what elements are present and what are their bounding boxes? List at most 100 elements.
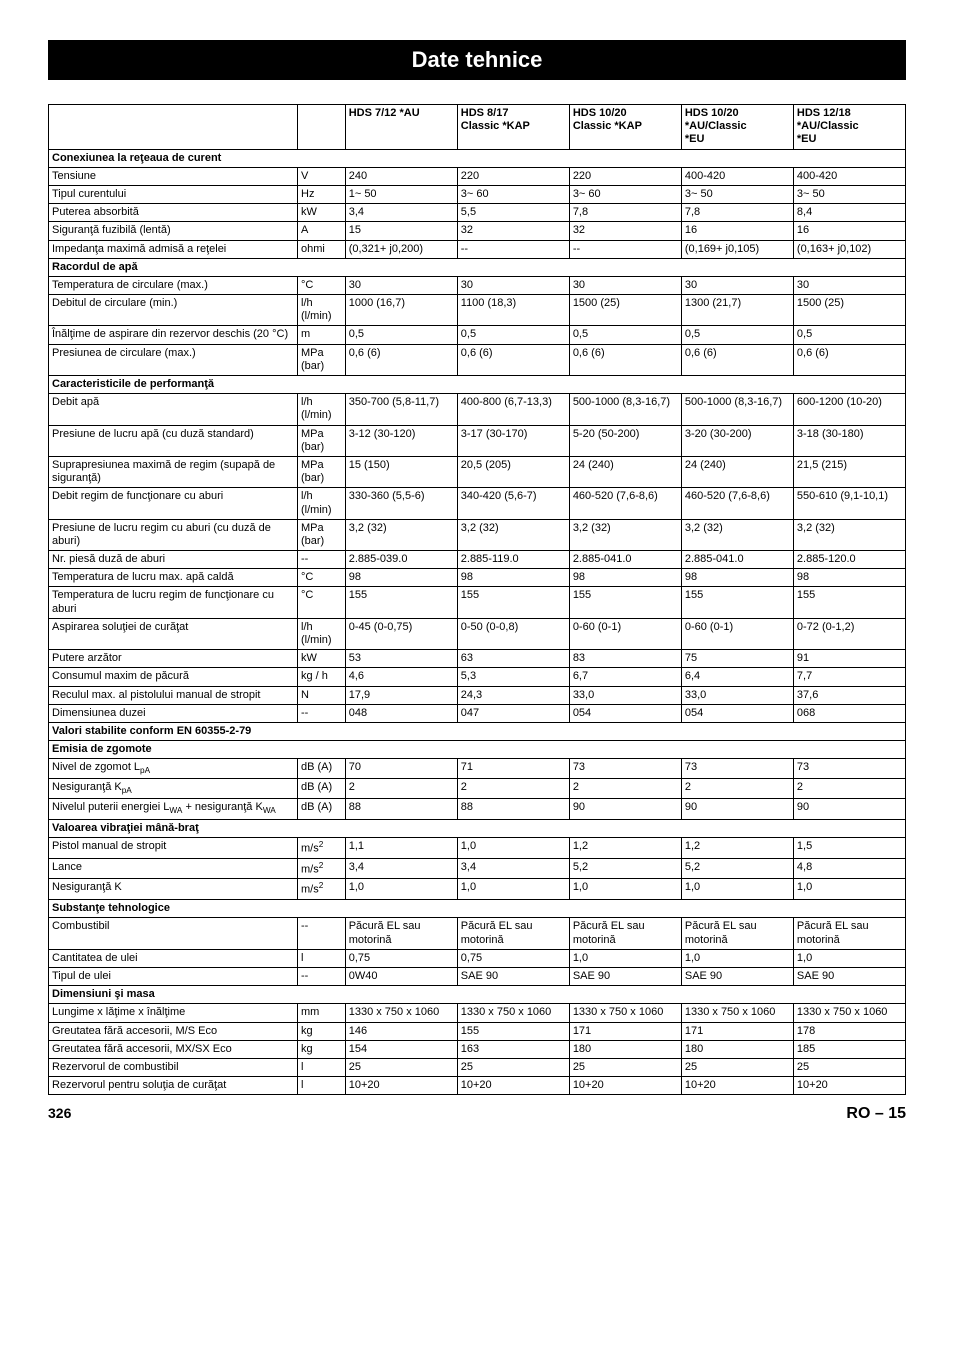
value-cell: 24,3 [457,686,569,704]
param-cell: Rezervorul de combustibil [49,1058,298,1076]
unit-cell: ohmi [298,240,346,258]
value-cell: 0,6 (6) [793,344,905,375]
value-cell: 73 [569,759,681,779]
data-row: Pistol manual de stropitm/s21,11,01,21,2… [49,837,906,858]
unit-cell: -- [298,918,346,949]
data-row: Lungime x lăţime x înălţimemm1330 x 750 … [49,1004,906,1022]
value-cell: 400-420 [793,167,905,185]
unit-cell: -- [298,551,346,569]
param-cell: Aspirarea soluţiei de curăţat [49,618,298,649]
param-cell: Debitul de circulare (min.) [49,295,298,326]
title-bar: Date tehnice [48,40,906,80]
value-cell: 460-520 (7,6-8,6) [569,488,681,519]
param-cell: Siguranţă fuzibilă (lentă) [49,222,298,240]
value-cell: 3-20 (30-200) [681,425,793,456]
unit-cell: mm [298,1004,346,1022]
header-cell: HDS 10/20 Classic *KAP [569,105,681,150]
value-cell: 1,0 [345,879,457,900]
value-cell: 178 [793,1022,905,1040]
unit-cell: m/s2 [298,858,346,879]
value-cell: 90 [793,799,905,819]
data-row: Nesiguranţă KpAdB (A)22222 [49,779,906,799]
data-row: Debitul de circulare (min.)l/h (l/min)10… [49,295,906,326]
value-cell: 8,4 [793,204,905,222]
value-cell: 73 [681,759,793,779]
data-row: Debit apăl/h (l/min)350-700 (5,8-11,7)40… [49,394,906,425]
spec-table: HDS 7/12 *AUHDS 8/17 Classic *KAPHDS 10/… [48,104,906,1095]
value-cell: Păcură EL sau motorină [457,918,569,949]
value-cell: 2 [681,779,793,799]
value-cell: 6,7 [569,668,681,686]
value-cell: 1~ 50 [345,185,457,203]
value-cell: 33,0 [569,686,681,704]
value-cell: 1330 x 750 x 1060 [793,1004,905,1022]
param-cell: Nesiguranţă KpA [49,779,298,799]
unit-cell: Hz [298,185,346,203]
unit-cell: N [298,686,346,704]
value-cell: 1000 (16,7) [345,295,457,326]
param-cell: Temperatura de lucru max. apă caldă [49,569,298,587]
param-cell: Consumul maxim de păcură [49,668,298,686]
data-row: Impedanţa maximă admisă a reţeleiohmi(0,… [49,240,906,258]
param-cell: Pistol manual de stropit [49,837,298,858]
param-cell: Lungime x lăţime x înălţime [49,1004,298,1022]
value-cell: 3-18 (30-180) [793,425,905,456]
unit-cell: kW [298,204,346,222]
value-cell: 91 [793,650,905,668]
value-cell: 10+20 [345,1077,457,1095]
value-cell: 3-12 (30-120) [345,425,457,456]
value-cell: 30 [681,276,793,294]
data-row: Lancem/s23,43,45,25,24,8 [49,858,906,879]
param-cell: Presiune de lucru regim cu aburi (cu duz… [49,519,298,550]
param-cell: Combustibil [49,918,298,949]
value-cell: 20,5 (205) [457,456,569,487]
value-cell: 98 [457,569,569,587]
value-cell: 98 [345,569,457,587]
value-cell: 3~ 50 [681,185,793,203]
value-cell: 98 [793,569,905,587]
value-cell: 155 [345,587,457,618]
value-cell: 054 [569,704,681,722]
value-cell: 220 [569,167,681,185]
header-cell [49,105,298,150]
param-cell: Suprapresiunea maximă de regim (supapă d… [49,456,298,487]
value-cell: 3,4 [457,858,569,879]
section-title: Substanţe tehnologice [49,900,906,918]
param-cell: Putere arzător [49,650,298,668]
value-cell: Păcură EL sau motorină [681,918,793,949]
value-cell: 10+20 [457,1077,569,1095]
value-cell: 7,8 [681,204,793,222]
value-cell: 7,8 [569,204,681,222]
value-cell: 3,2 (32) [681,519,793,550]
value-cell: 1500 (25) [569,295,681,326]
value-cell: 155 [457,587,569,618]
unit-cell: dB (A) [298,779,346,799]
param-cell: Nivelul puterii energiei LWA + nesiguran… [49,799,298,819]
value-cell: 3~ 60 [457,185,569,203]
value-cell: 1,1 [345,837,457,858]
data-row: Nivel de zgomot LpAdB (A)7071737373 [49,759,906,779]
value-cell: 25 [457,1058,569,1076]
value-cell: 10+20 [569,1077,681,1095]
value-cell: 180 [681,1040,793,1058]
value-cell: 1,5 [793,837,905,858]
value-cell: 0,75 [457,949,569,967]
param-cell: Înălţime de aspirare din rezervor deschi… [49,326,298,344]
data-row: Înălţime de aspirare din rezervor deschi… [49,326,906,344]
section-row: Valoarea vibraţiei mână-braţ [49,819,906,837]
param-cell: Tipul de ulei [49,968,298,986]
unit-cell: kg [298,1022,346,1040]
value-cell: 90 [681,799,793,819]
value-cell: 0,5 [345,326,457,344]
value-cell: 73 [793,759,905,779]
unit-cell: dB (A) [298,799,346,819]
value-cell: 5,2 [569,858,681,879]
value-cell: 4,8 [793,858,905,879]
value-cell: 75 [681,650,793,668]
value-cell: 1330 x 750 x 1060 [345,1004,457,1022]
value-cell: 88 [345,799,457,819]
section-row: Caracteristicile de performanţă [49,376,906,394]
value-cell: 1,0 [457,837,569,858]
value-cell: 0-50 (0-0,8) [457,618,569,649]
section-row: Dimensiuni şi masa [49,986,906,1004]
